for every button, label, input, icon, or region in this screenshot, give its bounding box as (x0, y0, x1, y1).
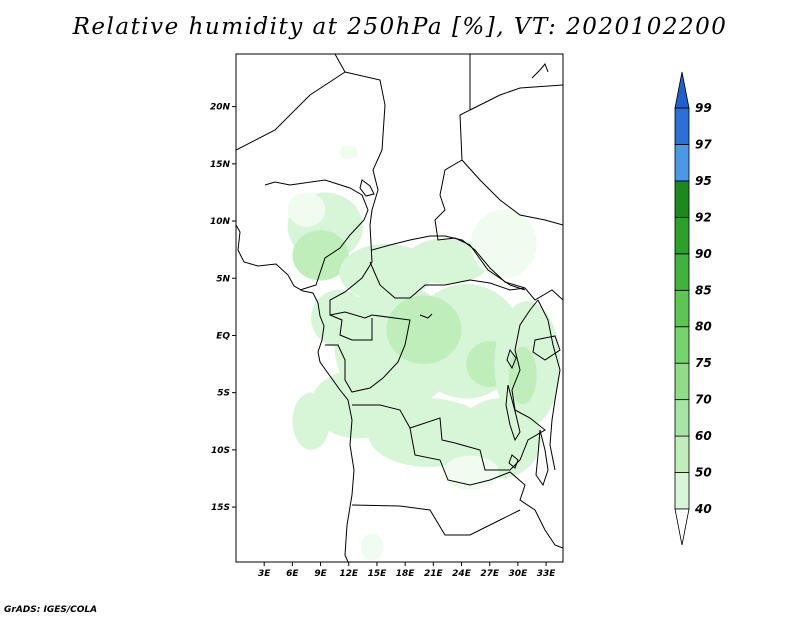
border-car-south (369, 261, 563, 301)
lon-tick-label: 9E (314, 569, 327, 579)
colorbar-label: 80 (695, 320, 712, 334)
humidity-area-12 (508, 346, 537, 405)
colorbar-label: 99 (695, 101, 712, 115)
lon-tick-label: 27E (480, 569, 500, 579)
colorbar-label: 92 (695, 210, 712, 224)
border-east-africa (537, 299, 561, 471)
border-angola-zambia (409, 427, 563, 549)
lon-tick-label: 6E (286, 569, 299, 579)
colorbar-band (674, 253, 690, 291)
border-sahara (236, 54, 346, 151)
colorbar-label: 50 (695, 466, 712, 480)
border-car-north (371, 235, 526, 289)
colorbar-label: 40 (694, 502, 712, 516)
lon-tick-label: 30E (509, 569, 529, 579)
lon-tick-label: 3E (258, 569, 271, 579)
colorbar-label: 70 (695, 393, 712, 407)
colorbar-band (674, 144, 690, 182)
humidity-shading (287, 145, 561, 561)
humidity-area-2 (292, 230, 349, 281)
country-borders (236, 54, 563, 562)
humidity-area-19 (360, 533, 384, 561)
grads-credit: GrADS: IGES/COLA (4, 605, 98, 615)
colorbar-band (674, 107, 690, 145)
colorbar-band (674, 180, 690, 218)
lon-tick-label: 21E (424, 569, 444, 579)
malawi (535, 429, 549, 487)
border-cameroon (329, 224, 373, 319)
humidity-area-5 (470, 209, 537, 279)
map-frame (235, 53, 564, 563)
east-border-north (469, 84, 563, 111)
colorbar-label: 95 (695, 174, 712, 188)
longitude-axis: 3E 6E 9E 12E 15E 18E 21E 24E 27E 30E 33E (258, 562, 556, 579)
border-niger-chad (344, 71, 386, 226)
humidity-area-1 (287, 192, 326, 227)
colorbar-band (674, 472, 690, 510)
lon-tick-label: 18E (396, 569, 416, 579)
lon-tick-label: 33E (537, 569, 557, 579)
border-congo (325, 314, 411, 393)
sudan-south (461, 159, 563, 226)
colorbar-bottom-arrow (674, 508, 690, 546)
colorbar-band (674, 289, 690, 328)
latitude-axis: 20N 15N 10N 5N EQ 5S 10S 15S (210, 103, 236, 513)
lake-kivu (506, 348, 517, 370)
lake-tanganyika (505, 384, 521, 442)
red-sea-coast (531, 63, 549, 79)
coastline (236, 224, 355, 562)
lake-mweru (508, 454, 519, 469)
lake-victoria (532, 335, 561, 361)
lat-tick-label: 5N (216, 274, 230, 284)
lat-tick-label: 5S (217, 389, 230, 399)
lake-chad (359, 179, 375, 197)
colorbar-band (674, 435, 690, 473)
border-gabon (329, 314, 373, 341)
lat-tick-label: 10N (210, 217, 231, 227)
colorbar-band (674, 362, 690, 401)
humidity-area-9 (386, 295, 462, 365)
lon-tick-label: 12E (339, 569, 359, 579)
colorbar-band (674, 326, 690, 364)
colorbar-band (674, 216, 690, 255)
colorbar-band (674, 399, 690, 437)
colorbar-label: 97 (695, 137, 712, 151)
humidity-area-18 (339, 145, 359, 160)
border-angola-south (351, 504, 521, 536)
lat-tick-label: 10S (211, 446, 230, 456)
colorbar-label: 75 (695, 356, 712, 370)
lat-tick-label: 15S (211, 503, 230, 513)
colorbar-top-arrow (674, 71, 690, 109)
humidity-area-14 (292, 392, 330, 450)
colorbar-label: 85 (695, 283, 712, 297)
colorbar-label: 90 (695, 247, 712, 261)
lat-tick-label: EQ (216, 331, 230, 341)
border-nigeria (264, 179, 369, 291)
colorbar-label: 60 (695, 429, 712, 443)
border-drc-south (352, 299, 546, 471)
colorbar: 40 50 60 70 75 80 85 90 92 95 97 99 (674, 71, 712, 546)
humidity-area-4 (405, 238, 490, 284)
lat-tick-label: 15N (210, 160, 231, 170)
border-chad-east (434, 54, 526, 291)
lon-tick-label: 15E (368, 569, 388, 579)
river-congo (419, 313, 433, 319)
lon-tick-label: 24E (452, 569, 472, 579)
plot-title: Relative humidity at 250hPa [%], VT: 202… (72, 14, 728, 40)
lat-tick-label: 20N (210, 103, 231, 113)
